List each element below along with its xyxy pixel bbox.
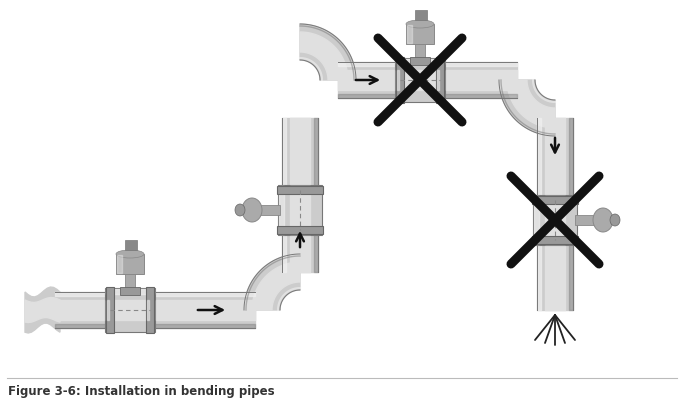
Polygon shape xyxy=(300,24,356,80)
Ellipse shape xyxy=(593,208,613,232)
Bar xyxy=(532,236,578,244)
Bar xyxy=(147,300,149,320)
Bar xyxy=(534,196,539,244)
Bar xyxy=(407,25,412,43)
Bar xyxy=(260,205,280,215)
Bar xyxy=(106,300,154,320)
Polygon shape xyxy=(25,297,60,323)
Bar xyxy=(106,287,114,333)
Ellipse shape xyxy=(242,198,262,222)
Ellipse shape xyxy=(406,20,434,28)
Bar xyxy=(278,185,322,235)
Bar xyxy=(290,186,310,234)
Bar xyxy=(436,57,444,103)
Text: Figure 3-6: Installation in bending pipes: Figure 3-6: Installation in bending pipe… xyxy=(8,385,274,398)
Bar xyxy=(279,186,284,234)
Polygon shape xyxy=(25,287,60,333)
Bar xyxy=(532,196,578,204)
Bar xyxy=(397,70,399,90)
Ellipse shape xyxy=(235,204,245,216)
Bar xyxy=(125,240,137,250)
Bar xyxy=(395,58,445,102)
Bar xyxy=(277,226,323,234)
Polygon shape xyxy=(499,80,555,136)
Bar xyxy=(406,24,434,44)
Bar xyxy=(146,287,154,333)
Bar xyxy=(396,59,444,64)
Bar xyxy=(545,196,565,244)
Bar xyxy=(533,195,577,245)
Bar xyxy=(277,186,323,194)
Bar xyxy=(396,57,404,103)
Bar xyxy=(107,300,109,320)
Ellipse shape xyxy=(116,250,144,258)
Polygon shape xyxy=(244,254,300,310)
Bar xyxy=(105,288,155,332)
Bar xyxy=(117,255,122,273)
Polygon shape xyxy=(507,80,555,128)
Bar xyxy=(410,57,430,65)
Bar xyxy=(396,70,444,90)
Bar xyxy=(437,70,439,90)
Bar xyxy=(120,287,140,295)
Bar xyxy=(575,215,595,225)
Polygon shape xyxy=(300,32,348,80)
Bar xyxy=(125,270,135,294)
Bar xyxy=(116,254,144,274)
Bar xyxy=(106,289,154,294)
Polygon shape xyxy=(252,262,300,310)
Bar xyxy=(415,10,427,20)
Ellipse shape xyxy=(610,214,620,226)
Bar xyxy=(415,40,425,64)
